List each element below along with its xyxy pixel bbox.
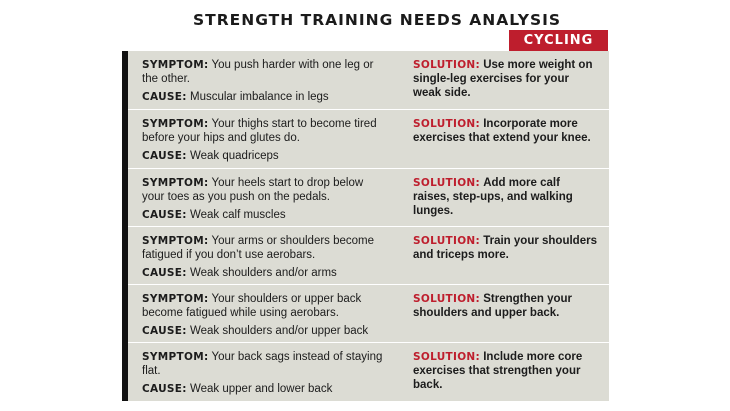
solution-text: Strengthen your shoulders and upper back… xyxy=(413,293,573,319)
table-row: SYMPTOM: Your back sags instead of stayi… xyxy=(128,343,609,401)
solution-cell: SOLUTION: Incorporate more exercises tha… xyxy=(413,117,598,145)
symptom-text: You push harder with one leg or the othe… xyxy=(142,59,374,85)
table-row: SYMPTOM: Your arms or shoulders become f… xyxy=(128,227,609,284)
symptom-cell: SYMPTOM: Your heels start to drop below … xyxy=(142,176,387,222)
symptom-label: SYMPTOM: xyxy=(142,177,209,189)
cause-label: CAUSE: xyxy=(142,209,187,221)
table-row: SYMPTOM: Your shoulders or upper back be… xyxy=(128,285,609,342)
category-tag: CYCLING xyxy=(509,30,608,51)
symptom-text: Your thighs start to become tired before… xyxy=(142,118,377,144)
cause-text: Weak shoulders and/or arms xyxy=(189,267,337,279)
solution-cell: SOLUTION: Include more core exercises th… xyxy=(413,350,598,392)
table-side-bar xyxy=(122,51,128,401)
solution-text: Use more weight on single-leg exercises … xyxy=(413,59,593,99)
solution-text: Add more calf raises, step-ups, and walk… xyxy=(413,177,573,217)
cause-label: CAUSE: xyxy=(142,91,187,103)
solution-label: SOLUTION: xyxy=(413,59,481,71)
symptom-label: SYMPTOM: xyxy=(142,351,209,363)
solution-label: SOLUTION: xyxy=(413,177,481,189)
row-divider xyxy=(128,168,609,169)
table-row: SYMPTOM: Your thighs start to become tir… xyxy=(128,110,609,168)
symptom-label: SYMPTOM: xyxy=(142,293,209,305)
symptom-cell: SYMPTOM: Your back sags instead of stayi… xyxy=(142,350,387,396)
analysis-table: SYMPTOM: You push harder with one leg or… xyxy=(122,51,609,401)
cause-label: CAUSE: xyxy=(142,325,187,337)
page-title: STRENGTH TRAINING NEEDS ANALYSIS xyxy=(193,11,562,29)
cause-text: Weak quadriceps xyxy=(189,150,279,162)
symptom-text: Your heels start to drop below your toes… xyxy=(142,177,364,203)
symptom-label: SYMPTOM: xyxy=(142,118,209,130)
symptom-text: Your arms or shoulders become fatigued i… xyxy=(142,235,375,261)
symptom-cell: SYMPTOM: Your thighs start to become tir… xyxy=(142,117,387,163)
symptom-cell: SYMPTOM: Your arms or shoulders become f… xyxy=(142,234,387,280)
symptom-cell: SYMPTOM: Your shoulders or upper back be… xyxy=(142,292,387,338)
cause-label: CAUSE: xyxy=(142,383,187,395)
row-divider xyxy=(128,109,609,110)
solution-text: Include more core exercises that strengt… xyxy=(413,351,583,391)
symptom-cell: SYMPTOM: You push harder with one leg or… xyxy=(142,58,387,104)
solution-text: Incorporate more exercises that extend y… xyxy=(413,118,591,144)
cause-text: Weak calf muscles xyxy=(189,209,286,221)
table-row: SYMPTOM: Your heels start to drop below … xyxy=(128,169,609,226)
row-divider xyxy=(128,284,609,285)
cause-text: Weak upper and lower back xyxy=(189,383,333,395)
solution-label: SOLUTION: xyxy=(413,351,481,363)
symptom-text: Your back sags instead of staying flat. xyxy=(142,351,383,377)
cause-text: Weak shoulders and/or upper back xyxy=(189,325,369,337)
row-divider xyxy=(128,226,609,227)
symptom-text: Your shoulders or upper back become fati… xyxy=(142,293,362,319)
symptom-label: SYMPTOM: xyxy=(142,59,209,71)
solution-cell: SOLUTION: Add more calf raises, step-ups… xyxy=(413,176,598,218)
cause-text: Muscular imbalance in legs xyxy=(189,91,329,103)
solution-label: SOLUTION: xyxy=(413,293,481,305)
table-row: SYMPTOM: You push harder with one leg or… xyxy=(128,51,609,109)
symptom-label: SYMPTOM: xyxy=(142,235,209,247)
cause-label: CAUSE: xyxy=(142,150,187,162)
solution-cell: SOLUTION: Use more weight on single-leg … xyxy=(413,58,598,100)
solution-text: Train your shoulders and triceps more. xyxy=(413,235,597,261)
cause-label: CAUSE: xyxy=(142,267,187,279)
solution-cell: SOLUTION: Train your shoulders and trice… xyxy=(413,234,598,262)
solution-cell: SOLUTION: Strengthen your shoulders and … xyxy=(413,292,598,320)
solution-label: SOLUTION: xyxy=(413,118,481,130)
row-divider xyxy=(128,342,609,343)
solution-label: SOLUTION: xyxy=(413,235,481,247)
